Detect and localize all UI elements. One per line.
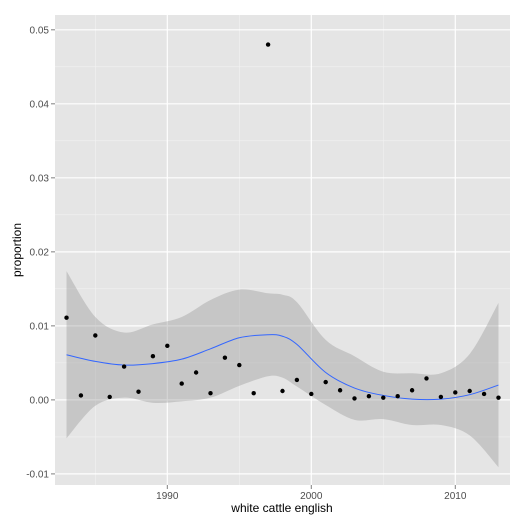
data-point [280, 388, 285, 394]
x-tick-label: 2010 [444, 491, 467, 502]
y-tick-label: -0.01 [26, 469, 49, 480]
data-point [395, 393, 400, 399]
y-tick-labels: -0.01 0.00 0.01 0.02 0.03 0.04 0.05 [26, 25, 49, 480]
data-point [294, 377, 300, 383]
smooth-line [66, 334, 499, 401]
minor-gridlines [55, 15, 510, 485]
y-tick-label: 0.03 [30, 173, 50, 184]
data-point [222, 355, 228, 360]
data-point [165, 343, 170, 349]
data-point [309, 391, 314, 397]
data-point [438, 394, 444, 400]
plot-panel [55, 15, 510, 485]
y-tick-label: 0.00 [30, 395, 50, 406]
data-point [93, 333, 98, 338]
data-point [107, 394, 112, 400]
data-point [237, 362, 242, 368]
data-point [78, 393, 84, 398]
data-point [179, 381, 184, 386]
data-points [64, 42, 501, 401]
y-tick-label: 0.01 [30, 321, 50, 332]
data-point [208, 391, 213, 396]
data-point [381, 395, 386, 400]
data-point [409, 388, 415, 393]
data-point [337, 388, 343, 393]
data-point [150, 354, 156, 359]
data-point [265, 42, 271, 47]
y-tick-label: 0.05 [30, 25, 50, 36]
data-point [136, 389, 141, 394]
data-point [64, 315, 69, 320]
x-tick-label: 2000 [300, 491, 323, 502]
y-tick-label: 0.02 [30, 247, 50, 258]
x-tick-label: 1990 [156, 491, 179, 502]
data-point [496, 395, 501, 400]
axis-ticks [51, 29, 456, 489]
data-point [251, 391, 256, 396]
confidence-band [66, 271, 499, 468]
data-point [193, 370, 199, 375]
y-tick-label: 0.04 [30, 99, 50, 110]
x-tick-labels: 1990 2000 2010 [156, 491, 467, 502]
data-point [352, 396, 357, 401]
data-point [481, 391, 487, 397]
data-point [323, 379, 328, 385]
data-point [121, 364, 127, 369]
data-point [366, 393, 372, 399]
data-point [424, 376, 429, 381]
y-axis-title: proportion [10, 223, 24, 277]
x-axis-title: white cattle english [230, 501, 332, 515]
data-point [467, 388, 472, 394]
data-point [453, 390, 458, 395]
